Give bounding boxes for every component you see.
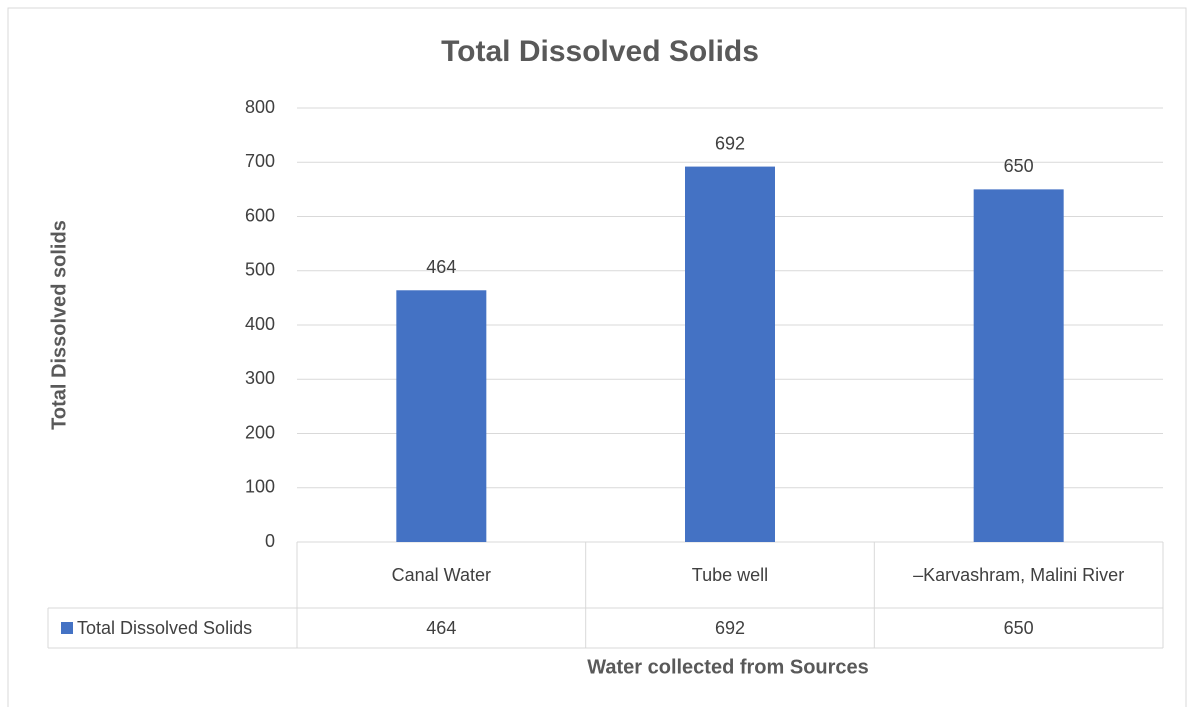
data-label: 464 bbox=[426, 257, 456, 277]
data-label: 692 bbox=[715, 133, 745, 153]
y-axis-label: Total Dissolved solids bbox=[48, 220, 70, 430]
x-axis-label: Water collected from Sources bbox=[587, 656, 869, 678]
y-tick-label: 800 bbox=[245, 97, 275, 117]
y-tick-label: 300 bbox=[245, 368, 275, 388]
x-tick-label-box: Tube well bbox=[691, 565, 769, 585]
y-tick-label: 200 bbox=[245, 422, 275, 442]
x-tick-label: –Karvashram, Malini River bbox=[913, 565, 1125, 585]
table-value: 464 bbox=[426, 618, 456, 638]
bar bbox=[973, 189, 1064, 542]
chart-title: Total Dissolved Solids bbox=[441, 35, 759, 68]
y-tick-label: 600 bbox=[245, 205, 275, 225]
y-tick-label: 0 bbox=[265, 531, 275, 551]
table-value: 692 bbox=[715, 618, 745, 638]
x-tick-label-box: Canal Water bbox=[391, 565, 492, 585]
y-tick-label: 400 bbox=[245, 314, 275, 334]
bar bbox=[396, 290, 487, 542]
legend-swatch bbox=[61, 622, 73, 634]
legend-label: Total Dissolved Solids bbox=[77, 618, 252, 638]
y-tick-label: 500 bbox=[245, 260, 275, 280]
data-label: 650 bbox=[1004, 156, 1034, 176]
x-tick-label: Canal Water bbox=[391, 565, 492, 585]
x-tick-label-box: –Karvashram, Malini River bbox=[913, 565, 1125, 585]
bar bbox=[685, 166, 775, 542]
table-value: 650 bbox=[1004, 618, 1034, 638]
y-tick-label: 100 bbox=[245, 477, 275, 497]
x-tick-label: Tube well bbox=[691, 565, 769, 585]
y-tick-label: 700 bbox=[245, 151, 275, 171]
